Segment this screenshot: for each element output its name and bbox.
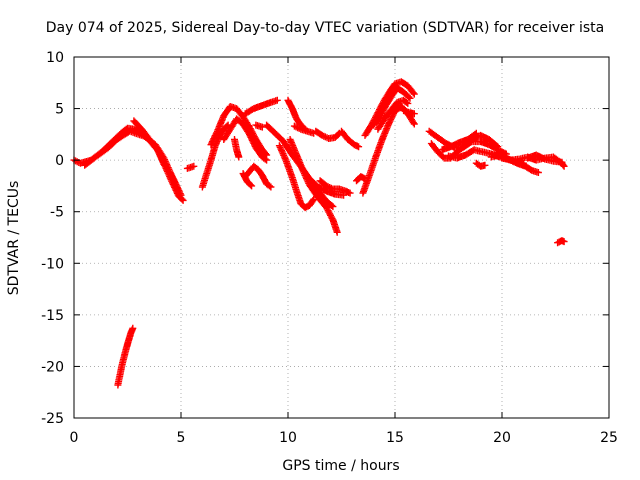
x-axis-label: GPS time / hours xyxy=(282,458,399,474)
series-arc-7 xyxy=(207,103,271,159)
x-tick-label: 20 xyxy=(493,430,511,446)
series-marks xyxy=(231,136,243,161)
series-marks xyxy=(290,122,318,137)
series-marks xyxy=(241,96,281,118)
series-low-outlier xyxy=(114,324,137,389)
series-arc-9b xyxy=(275,142,318,212)
series-marks xyxy=(370,84,414,129)
series-arc-7b xyxy=(220,115,271,164)
y-tick-label: -15 xyxy=(41,308,64,324)
x-axis-ticks: 0 5 10 15 20 25 xyxy=(70,57,618,446)
gridlines xyxy=(74,57,609,418)
y-tick-label: -25 xyxy=(41,411,64,427)
series-early-arc-b xyxy=(81,127,185,199)
series-marks xyxy=(312,127,343,142)
series-marks xyxy=(286,136,341,236)
series-arc-12 xyxy=(338,127,363,151)
y-axis-label: SDTVAR / TECUs xyxy=(6,181,22,296)
chart-title: Day 074 of 2025, Sidereal Day-to-day VTE… xyxy=(46,20,604,36)
series-arc-11 xyxy=(312,127,343,142)
y-tick-label: 0 xyxy=(55,153,64,169)
series-marks xyxy=(239,170,256,190)
y-tick-label: -10 xyxy=(41,256,64,272)
series-arc-19 xyxy=(472,159,489,170)
series-marks xyxy=(207,103,271,159)
series-marks xyxy=(374,96,412,133)
series-marks xyxy=(554,237,568,247)
x-tick-label: 0 xyxy=(70,430,79,446)
x-tick-label: 5 xyxy=(177,430,186,446)
series-arc-6b xyxy=(198,121,232,191)
series-arc-11c xyxy=(316,177,354,197)
y-tick-label: -5 xyxy=(50,205,64,221)
y-tick-label: 10 xyxy=(46,50,64,66)
series-arc-14e xyxy=(400,107,418,118)
series-short-arc-3 xyxy=(130,117,168,168)
series-marks xyxy=(252,121,266,131)
y-axis-ticks: -25 -20 -15 -10 -5 0 5 10 xyxy=(41,50,609,427)
series-arc-6 xyxy=(183,162,198,172)
series-marks xyxy=(310,182,337,211)
series-marks xyxy=(316,177,354,197)
series-marks xyxy=(198,121,232,191)
x-tick-label: 25 xyxy=(600,430,618,446)
plot-frame xyxy=(73,56,610,419)
series-marks xyxy=(338,127,363,151)
series-marks xyxy=(275,142,318,212)
data-points xyxy=(70,78,568,389)
x-tick-label: 15 xyxy=(386,430,404,446)
series-arc-8 xyxy=(241,96,281,118)
series-arc-21 xyxy=(524,151,566,166)
series-marks xyxy=(524,151,566,166)
series-marks xyxy=(400,107,418,118)
series-arc-9c xyxy=(286,136,341,236)
series-arc-14c xyxy=(370,84,414,129)
series-marks xyxy=(130,117,168,168)
series-marks xyxy=(472,159,489,170)
series-marks xyxy=(183,162,198,172)
series-marks xyxy=(438,129,480,154)
series-arc-8b xyxy=(252,121,266,131)
series-marks xyxy=(220,115,271,164)
series-arc-7c xyxy=(231,136,243,161)
series-marks xyxy=(81,127,185,199)
series-late-outlier xyxy=(554,237,568,247)
series-arc-11b xyxy=(310,182,337,211)
series-arc-10b xyxy=(290,122,318,137)
series-marks xyxy=(114,324,137,389)
y-tick-label: -20 xyxy=(41,359,64,375)
series-arc-8d xyxy=(239,170,256,190)
series-arc-17 xyxy=(438,129,480,154)
x-tick-label: 10 xyxy=(279,430,297,446)
y-tick-label: 5 xyxy=(55,102,64,118)
series-arc-14d xyxy=(374,96,412,133)
